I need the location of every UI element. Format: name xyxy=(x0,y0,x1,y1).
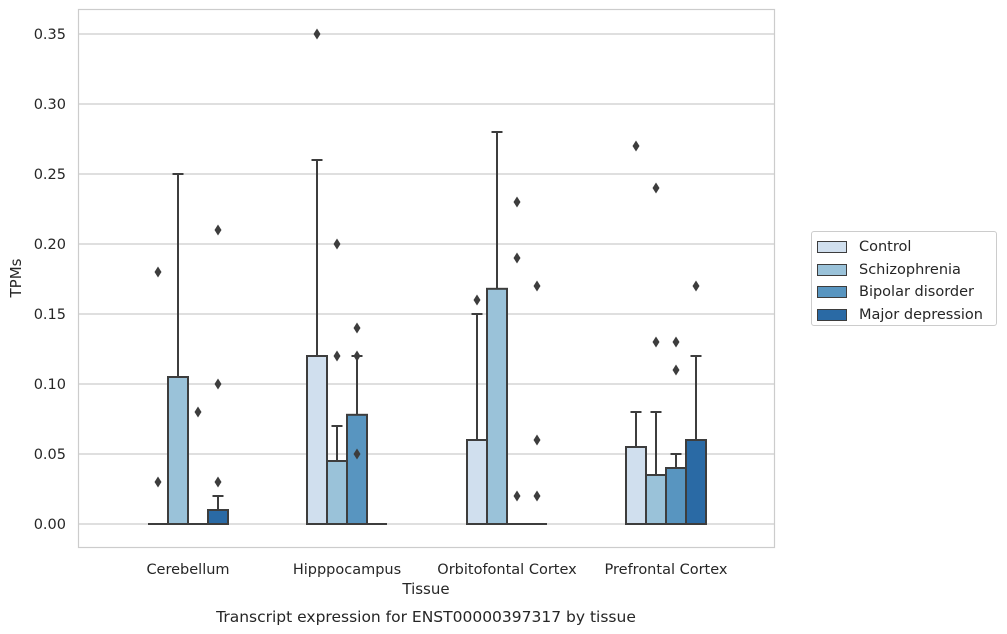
box-schizophrenia xyxy=(167,173,189,525)
box-major-depression xyxy=(207,224,229,525)
outlier-point xyxy=(513,252,521,264)
y-ticks: 0.00 0.05 0.10 0.15 0.20 0.25 0.30 0.35 xyxy=(34,27,66,533)
outlier-point xyxy=(154,476,162,488)
box xyxy=(625,446,647,525)
y-tick-label: 0.35 xyxy=(34,27,66,43)
outlier-point xyxy=(672,364,680,376)
y-tick-label: 0.25 xyxy=(34,167,66,183)
box-bipolar-disorder xyxy=(507,196,527,525)
outlier-point xyxy=(194,406,202,418)
legend-item: Schizophrenia xyxy=(817,259,996,282)
y-axis-label: TPMs xyxy=(7,258,25,298)
box xyxy=(207,509,229,525)
outlier-point xyxy=(214,378,222,390)
outlier-point xyxy=(214,224,222,236)
outlier-point xyxy=(333,350,341,362)
y-tick-label: 0.05 xyxy=(34,447,66,463)
box-control xyxy=(625,140,647,525)
chart-title: Transcript expression for ENST0000039731… xyxy=(215,608,636,626)
y-tick-label: 0.30 xyxy=(34,97,66,113)
outlier-point xyxy=(533,280,541,292)
legend-swatch xyxy=(817,308,847,321)
x-ticks: Cerebellum Hipppocampus Orbitofontal Corte… xyxy=(146,562,727,578)
box xyxy=(326,460,348,525)
legend-swatch xyxy=(817,241,847,254)
box-major-depression xyxy=(685,280,707,525)
x-axis-label: Tissue xyxy=(401,580,449,598)
outlier-point xyxy=(672,336,680,348)
outlier-point xyxy=(313,28,321,40)
box xyxy=(685,439,707,525)
legend-label: Control xyxy=(859,239,912,256)
x-tick-label: Prefrontal Cortex xyxy=(605,562,728,578)
x-tick-label: Orbitofontal Cortex xyxy=(437,562,577,578)
box xyxy=(486,287,508,525)
legend-label: Bipolar disorder xyxy=(859,284,974,301)
box xyxy=(466,439,488,525)
box-bipolar-disorder xyxy=(346,322,368,525)
legend-label: Major depression xyxy=(859,306,983,323)
box-control xyxy=(306,28,328,525)
box xyxy=(167,376,189,525)
box-schizophrenia xyxy=(486,131,508,525)
y-tick-label: 0.20 xyxy=(34,237,66,253)
box-control xyxy=(148,266,168,525)
box-bipolar-disorder xyxy=(188,406,208,525)
box xyxy=(306,355,328,525)
legend-label: Schizophrenia xyxy=(859,261,961,278)
box xyxy=(665,467,687,525)
legend-item: Control xyxy=(817,236,996,259)
legend-item: Major depression xyxy=(817,304,996,327)
grid xyxy=(79,33,774,525)
plot-frame xyxy=(77,8,776,549)
outlier-point xyxy=(353,350,361,362)
box-bipolar-disorder xyxy=(665,336,687,525)
outlier-point xyxy=(513,196,521,208)
box-control xyxy=(466,294,488,525)
outlier-point xyxy=(652,182,660,194)
box xyxy=(645,474,667,525)
outlier-point xyxy=(154,266,162,278)
outlier-point xyxy=(533,490,541,502)
legend-swatch xyxy=(817,286,847,299)
box-major-depression xyxy=(527,280,547,525)
outlier-point xyxy=(513,490,521,502)
y-tick-label: 0.00 xyxy=(34,517,66,533)
outlier-point xyxy=(353,448,361,460)
y-tick-label: 0.10 xyxy=(34,377,66,393)
box-schizophrenia xyxy=(645,182,667,525)
legend-item: Bipolar disorder xyxy=(817,281,996,304)
box-schizophrenia xyxy=(326,238,348,525)
outlier-point xyxy=(533,434,541,446)
outlier-point xyxy=(692,280,700,292)
legend-swatch xyxy=(817,263,847,276)
outlier-point xyxy=(473,294,481,306)
box xyxy=(346,413,368,525)
outlier-point xyxy=(652,336,660,348)
boxes xyxy=(148,28,707,525)
legend: Control Schizophrenia Bipolar disorder Majo… xyxy=(811,231,997,326)
x-tick-label: Hipppocampus xyxy=(293,562,401,578)
outlier-point xyxy=(353,322,361,334)
outlier-point xyxy=(333,238,341,250)
outlier-point xyxy=(632,140,640,152)
outlier-point xyxy=(214,476,222,488)
x-tick-label: Cerebellum xyxy=(146,562,229,578)
y-tick-label: 0.15 xyxy=(34,307,66,323)
